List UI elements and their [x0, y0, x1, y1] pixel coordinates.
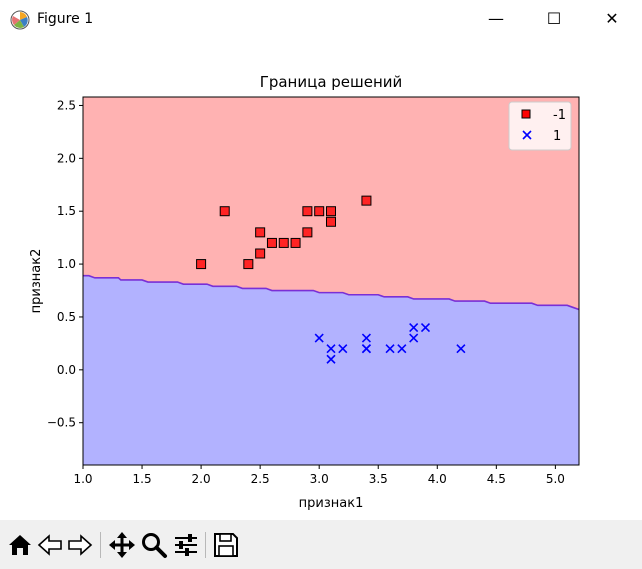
legend-marker-positive	[522, 130, 532, 140]
data-point-class-1	[361, 333, 371, 343]
close-button[interactable]: ✕	[605, 9, 619, 28]
navigation-toolbar	[0, 520, 642, 569]
data-point-class-1	[397, 344, 407, 354]
minimize-button[interactable]: —	[488, 9, 504, 28]
legend-label-positive: 1	[553, 129, 561, 144]
data-point-class-1	[338, 344, 348, 354]
decision-boundary-line	[83, 274, 580, 311]
data-point-class-1	[314, 333, 324, 343]
data-point-class-1	[326, 354, 336, 364]
x-tick-label: 4.0	[428, 472, 447, 486]
axes-frame	[82, 96, 580, 466]
y-tick-label: 0.5	[57, 310, 76, 324]
x-tick-label: 2.0	[192, 472, 211, 486]
data-point-class-1	[326, 344, 336, 354]
plot-area: 1.0 1.5 2.0 2.5 3.0 3.5 4.0 4.5 5.0 −0.5 0.0 0.5 1.0…	[47, 96, 580, 486]
data-point-class-neg1	[361, 195, 372, 206]
home-icon[interactable]	[6, 531, 34, 559]
data-point-class-1	[456, 344, 466, 354]
data-point-class-1	[409, 333, 419, 343]
window-titlebar: Figure 1 — ☐ ✕	[0, 0, 642, 40]
matplotlib-logo-icon	[10, 10, 30, 30]
x-tick-label: 5.0	[546, 472, 565, 486]
toolbar-separator	[100, 532, 101, 558]
data-point-class-neg1	[266, 237, 277, 248]
region-class-neg1	[83, 97, 579, 310]
data-point-class-neg1	[255, 248, 266, 259]
figure-canvas: Граница решений признак1 признак2 1.0 1.5…	[0, 40, 642, 520]
toolbar-separator	[205, 532, 206, 558]
x-tick-label: 1.0	[73, 472, 92, 486]
data-point-class-neg1	[302, 206, 313, 217]
data-point-class-neg1	[278, 237, 289, 248]
data-point-class-1	[361, 344, 371, 354]
legend-marker-negative	[521, 109, 531, 119]
legend-label-negative: -1	[553, 108, 566, 123]
chart-title: Граница решений	[260, 73, 403, 91]
data-point-class-neg1	[243, 259, 254, 270]
data-point-class-neg1	[290, 237, 301, 248]
back-icon[interactable]	[36, 531, 64, 559]
x-axis-label: признак1	[299, 496, 364, 511]
y-tick-label: 1.5	[57, 204, 76, 218]
x-tick-label: 2.5	[251, 472, 270, 486]
data-point-class-neg1	[219, 206, 230, 217]
y-tick-label: 2.5	[57, 98, 76, 112]
data-point-class-neg1	[302, 227, 313, 238]
data-point-class-1	[385, 344, 395, 354]
data-point-class-neg1	[326, 216, 336, 227]
data-point-class-neg1	[255, 227, 266, 238]
y-axis-label: признак2	[29, 249, 44, 314]
data-point-class-neg1	[326, 206, 336, 217]
data-point-class-neg1	[196, 259, 207, 270]
x-tick-label: 3.5	[369, 472, 388, 486]
window-title: Figure 1	[37, 11, 94, 27]
data-point-class-neg1	[314, 206, 325, 217]
data-point-class-1	[420, 322, 431, 333]
legend: -1 1	[508, 101, 572, 151]
zoom-icon[interactable]	[140, 531, 168, 559]
configure-subplots-icon[interactable]	[172, 531, 200, 559]
y-tick-label: 1.0	[57, 257, 76, 271]
maximize-button[interactable]: ☐	[546, 9, 562, 28]
forward-icon[interactable]	[66, 531, 94, 559]
pan-icon[interactable]	[108, 531, 136, 559]
y-tick-label: 2.0	[57, 151, 76, 165]
x-tick-label: 3.0	[310, 472, 329, 486]
x-tick-label: 4.5	[487, 472, 506, 486]
data-point-class-1	[409, 322, 419, 333]
y-tick-label: 0.0	[57, 363, 76, 377]
y-tick-label: −0.5	[47, 416, 76, 430]
decision-boundary-chart: Граница решений признак1 признак2 1.0 1.5…	[29, 73, 580, 511]
save-icon[interactable]	[212, 531, 240, 559]
x-tick-label: 1.5	[133, 472, 152, 486]
